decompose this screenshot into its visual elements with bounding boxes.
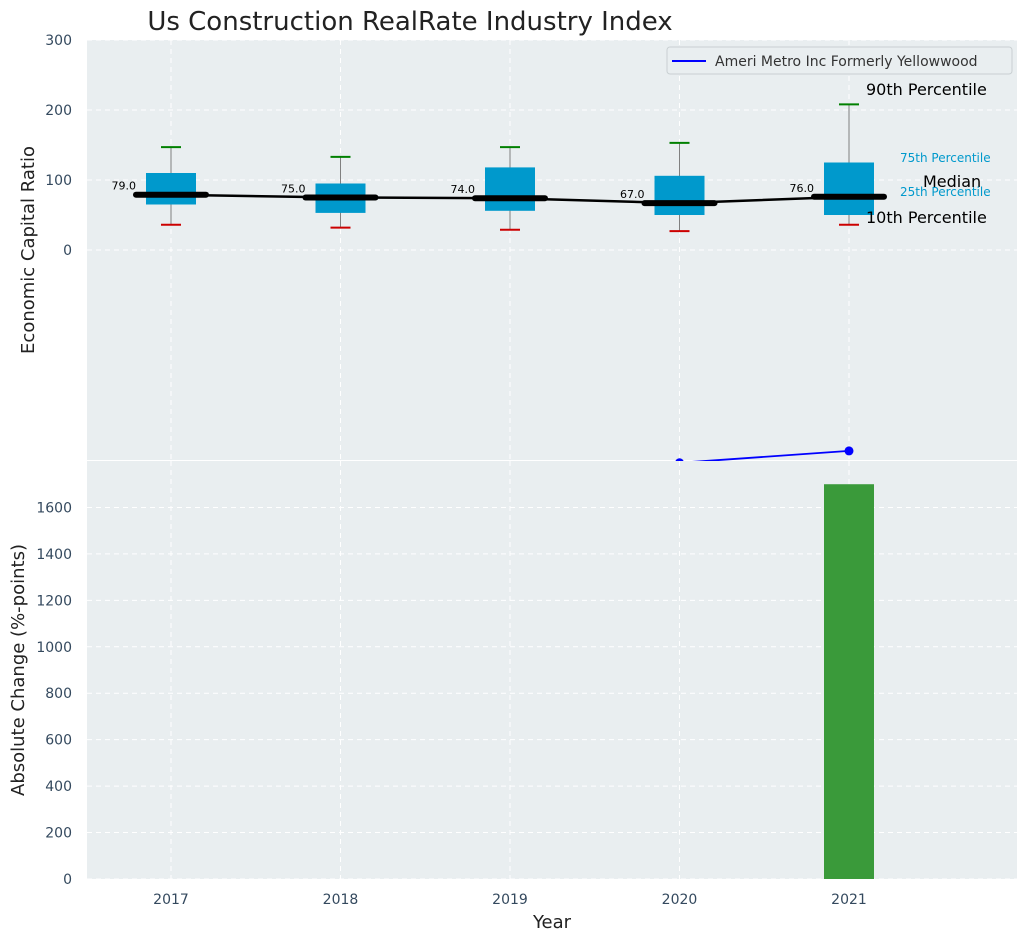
annotation-p10: 10th Percentile [866, 208, 987, 227]
bottom-y-tick-label: 1200 [36, 593, 72, 609]
box-2021 [824, 162, 874, 215]
company-line [679, 450, 850, 464]
top-y-axis-label: Economic Capital Ratio [18, 146, 39, 354]
median-label-2020: 67.0 [620, 188, 645, 201]
bar-2021 [824, 484, 874, 879]
chart-title: Us Construction RealRate Industry Index [147, 7, 672, 37]
annotation-p75: 75th Percentile [900, 151, 991, 165]
box-plots: 79.0 75.0 74.0 67.0 76.0 [112, 103, 887, 233]
x-tick-label: 2020 [662, 892, 698, 908]
median-label-2019: 74.0 [451, 183, 476, 196]
bottom-y-tick-label: 200 [45, 826, 72, 842]
annotation-p90: 90th Percentile [866, 80, 987, 99]
median-label-2017: 79.0 [112, 180, 137, 193]
bottom-panel-background [87, 461, 1017, 879]
top-y-tick-label: 100 [45, 173, 72, 189]
x-tick-label: 2018 [323, 892, 359, 908]
x-tick-label: 2021 [831, 892, 867, 908]
top-y-ticks: 0 100 200 300 [45, 33, 72, 259]
bars [824, 484, 874, 879]
bottom-y-tick-label: 1600 [36, 500, 72, 516]
bottom-y-tick-label: 400 [45, 779, 72, 795]
box-2020 [654, 175, 705, 215]
bottom-y-tick-label: 600 [45, 733, 72, 749]
company-point-2021 [844, 446, 854, 456]
top-y-tick-label: 300 [45, 33, 72, 49]
x-tick-label: 2017 [153, 892, 189, 908]
annotation-p25: 25th Percentile [900, 185, 991, 199]
bottom-y-tick-label: 1400 [36, 547, 72, 563]
median-label-2018: 75.0 [281, 183, 306, 196]
legend-label: Ameri Metro Inc Formerly Yellowwood [715, 54, 978, 70]
annotation-median: Median [923, 172, 981, 191]
box-2019 [485, 167, 535, 211]
bottom-y-tick-label: 0 [63, 872, 72, 888]
x-tick-label: 2019 [492, 892, 528, 908]
top-y-tick-label: 200 [45, 103, 72, 119]
bottom-y-tick-label: 1000 [36, 640, 72, 656]
x-ticks: 2017 2018 2019 2020 2021 [153, 892, 867, 908]
x-axis-label: Year [532, 912, 572, 933]
bottom-y-tick-label: 800 [45, 686, 72, 702]
box-2017 [146, 173, 196, 205]
median-label-2021: 76.0 [790, 182, 815, 195]
top-grid [87, 39, 1017, 460]
legend-frame [666, 46, 1013, 75]
bottom-y-axis-label: Absolute Change (%-points) [8, 544, 29, 796]
bottom-y-ticks: 0 200 400 600 800 1000 1200 1400 1600 [36, 500, 72, 888]
top-y-tick-label: 0 [63, 243, 72, 259]
legend: Ameri Metro Inc Formerly Yellowwood [666, 46, 1013, 75]
